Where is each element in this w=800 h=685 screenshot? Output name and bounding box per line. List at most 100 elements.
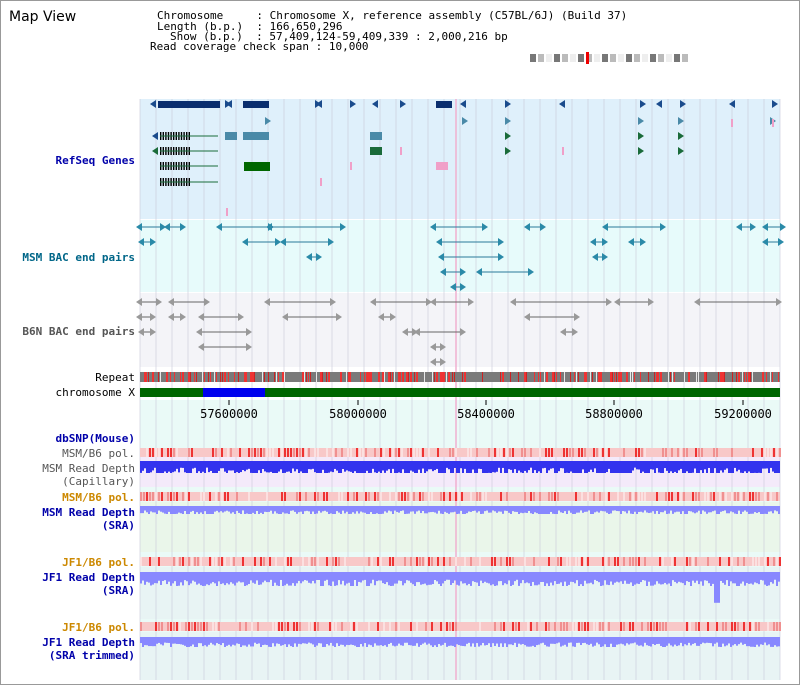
ideogram-band	[610, 54, 616, 62]
depth-bar	[664, 637, 666, 647]
pol-mark	[776, 622, 778, 631]
pol-mark	[371, 557, 373, 566]
gene-arrow	[648, 298, 654, 306]
gene-arrow	[498, 238, 504, 246]
depth-bar	[438, 461, 440, 473]
pol-mark	[455, 557, 457, 566]
depth-bar	[742, 572, 744, 582]
refseq-genes	[150, 100, 778, 216]
pol-mark	[623, 448, 625, 457]
pol-mark	[749, 622, 751, 631]
depth-bar	[264, 506, 266, 512]
depth-bar	[564, 637, 566, 645]
depth-bar	[324, 506, 326, 511]
depth-bar	[382, 461, 384, 471]
depth-bar	[232, 572, 234, 584]
gene-arrow	[216, 223, 222, 231]
depth-bar	[776, 506, 778, 512]
depth-bar	[672, 572, 674, 581]
depth-bar	[602, 637, 604, 647]
depth-bar	[142, 461, 144, 471]
track-label-refseq[interactable]: RefSeq Genes	[56, 154, 135, 167]
track-label-msm-b6-pol-capillary: MSM/B6 pol.	[62, 447, 135, 460]
repeat-element	[402, 372, 404, 382]
track-label-dbsnp[interactable]: dbSNP(Mouse)	[56, 432, 135, 445]
depth-bar	[650, 461, 652, 470]
depth-bar	[468, 506, 470, 512]
depth-bar	[312, 461, 314, 469]
pol-mark	[428, 492, 430, 501]
pol-mark	[545, 622, 547, 631]
repeat-element	[224, 372, 226, 382]
depth-bar	[706, 572, 708, 581]
depth-bar	[594, 572, 596, 580]
repeat-element	[696, 372, 697, 382]
depth-bar	[568, 572, 570, 585]
gene-arrow	[460, 268, 466, 276]
depth-bar	[150, 506, 152, 512]
msm-bac-pairs	[136, 223, 786, 291]
pol-mark	[413, 492, 415, 501]
depth-bar	[464, 572, 466, 584]
depth-bar	[702, 572, 704, 586]
depth-bar	[636, 506, 638, 514]
depth-bar	[764, 637, 766, 643]
repeat-element	[216, 372, 217, 382]
gene-block	[436, 101, 452, 108]
depth-bar	[516, 461, 518, 473]
gene-arrow	[772, 100, 778, 108]
repeat-element	[540, 372, 541, 382]
ideogram-band	[634, 54, 640, 62]
pol-mark	[698, 492, 700, 501]
depth-bar	[228, 461, 230, 471]
pol-mark	[761, 448, 763, 457]
depth-bar	[140, 637, 142, 644]
depth-bar	[316, 461, 318, 473]
pol-mark	[251, 622, 253, 631]
track-label-msm-bac[interactable]: MSM BAC end pairs	[22, 251, 135, 264]
pol-mark	[644, 492, 646, 501]
depth-bar	[638, 637, 640, 646]
depth-bar	[372, 506, 374, 514]
depth-bar	[258, 572, 260, 585]
pol-mark	[764, 448, 766, 457]
depth-bar	[286, 572, 288, 584]
depth-bar	[420, 572, 422, 585]
pol-mark	[176, 448, 178, 457]
repeat-element	[620, 372, 622, 382]
depth-bar	[186, 637, 188, 647]
repeat-element	[446, 372, 447, 382]
jf1-depth-trimmed-line1: JF1 Read Depth	[42, 636, 135, 649]
depth-bar	[640, 461, 642, 473]
depth-bar	[640, 637, 642, 646]
depth-bar	[564, 572, 566, 582]
depth-bar	[680, 572, 682, 583]
pol-mark	[680, 492, 682, 501]
depth-bar	[714, 506, 716, 511]
depth-bar	[284, 637, 286, 645]
pol-mark	[149, 492, 151, 501]
depth-bar	[250, 637, 252, 647]
depth-bar	[376, 506, 378, 514]
depth-bar	[190, 637, 192, 647]
repeat-element	[238, 372, 239, 382]
depth-bar	[152, 461, 154, 471]
depth-bar	[626, 506, 628, 514]
repeat-track	[140, 372, 780, 382]
repeat-element	[586, 372, 587, 382]
depth-bar	[256, 637, 258, 644]
pol-mark	[206, 622, 208, 631]
depth-bar	[544, 461, 546, 468]
depth-bar	[534, 572, 536, 586]
depth-bar	[446, 506, 448, 513]
depth-bar	[560, 461, 562, 469]
gene-arrow	[462, 117, 468, 125]
depth-bar	[326, 637, 328, 645]
depth-bar	[240, 572, 242, 583]
track-label-b6n-bac[interactable]: B6N BAC end pairs	[22, 325, 135, 338]
depth-bar	[360, 506, 362, 512]
pol-mark	[479, 492, 481, 501]
pol-mark	[545, 448, 547, 457]
depth-bar	[776, 572, 778, 586]
